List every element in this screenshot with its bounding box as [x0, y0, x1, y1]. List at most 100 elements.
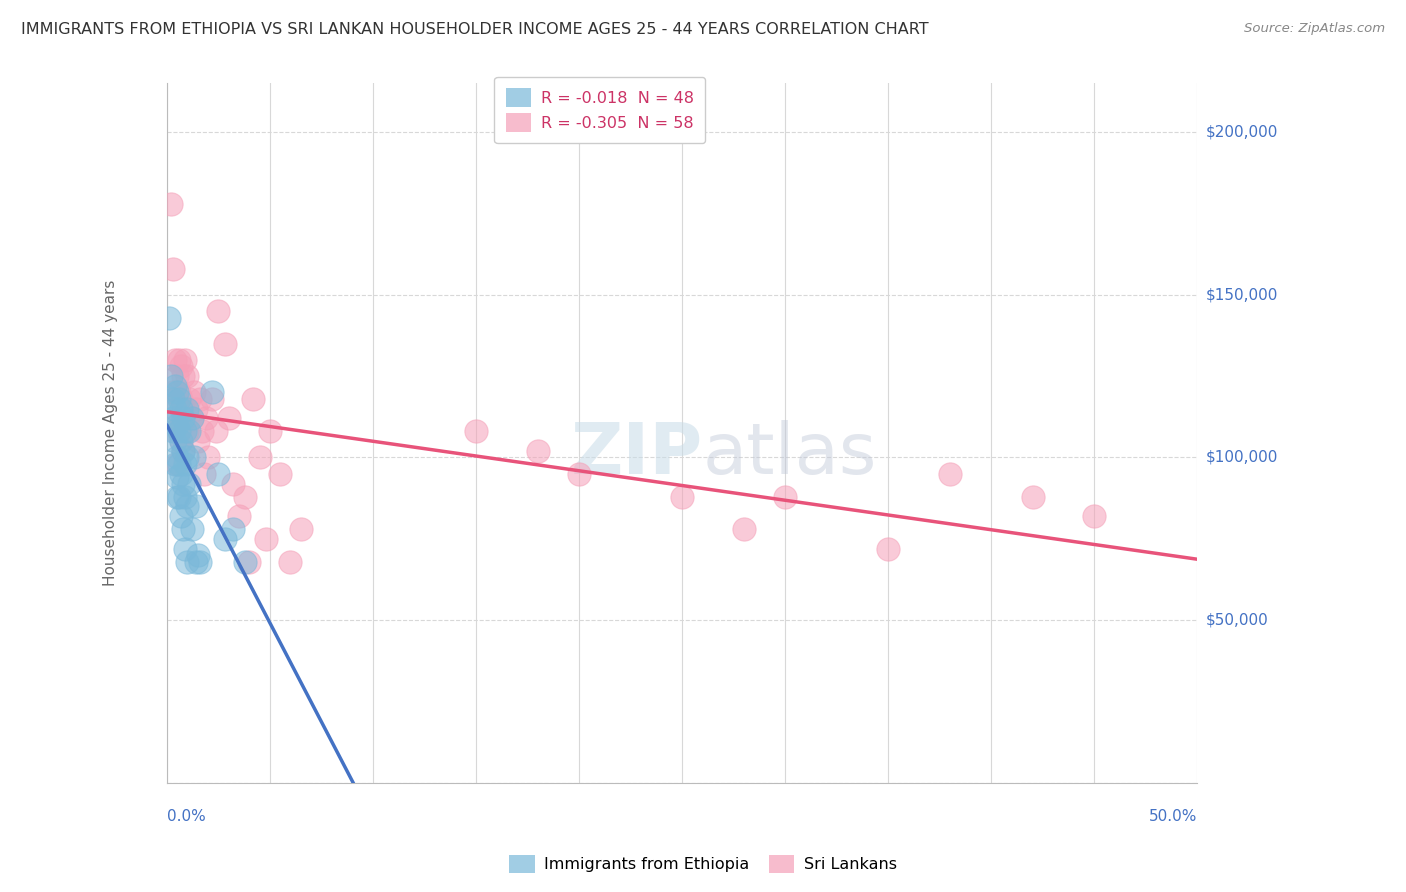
Point — [269, 467, 291, 481]
Point — [172, 522, 194, 536]
Point — [170, 509, 193, 524]
Point — [162, 392, 184, 406]
Point — [170, 434, 193, 449]
Point — [167, 490, 190, 504]
Point — [939, 467, 962, 481]
Point — [179, 476, 201, 491]
Point — [218, 411, 240, 425]
Point — [172, 401, 194, 416]
Point — [214, 532, 236, 546]
Text: 50.0%: 50.0% — [1149, 809, 1198, 824]
Point — [167, 425, 190, 439]
Point — [174, 490, 197, 504]
Point — [191, 425, 214, 439]
Point — [254, 532, 277, 546]
Point — [201, 385, 224, 400]
Point — [222, 522, 245, 536]
Point — [167, 385, 190, 400]
Point — [180, 411, 202, 425]
Point — [172, 476, 194, 491]
Point — [174, 352, 197, 367]
Point — [197, 450, 219, 465]
Point — [176, 450, 198, 465]
Point — [194, 411, 217, 425]
Point — [184, 500, 207, 514]
Point — [238, 555, 260, 569]
Point — [188, 392, 211, 406]
Point — [166, 457, 188, 471]
Point — [166, 470, 188, 484]
Point — [773, 490, 796, 504]
Point — [176, 500, 198, 514]
Point — [162, 411, 184, 425]
Point — [166, 369, 188, 384]
Point — [184, 401, 207, 416]
Point — [167, 425, 190, 439]
Point — [207, 467, 229, 481]
Point — [163, 434, 186, 449]
Point — [1021, 490, 1043, 504]
Point — [163, 392, 186, 406]
Point — [193, 467, 215, 481]
Point — [180, 522, 202, 536]
Point — [176, 401, 198, 416]
Point — [180, 411, 202, 425]
Point — [184, 555, 207, 569]
Point — [733, 522, 755, 536]
Legend: Immigrants from Ethiopia, Sri Lankans: Immigrants from Ethiopia, Sri Lankans — [503, 848, 903, 880]
Point — [166, 411, 188, 425]
Point — [170, 392, 193, 406]
Point — [160, 196, 183, 211]
Point — [671, 490, 693, 504]
Point — [166, 450, 188, 465]
Point — [172, 444, 194, 458]
Point — [242, 392, 264, 406]
Point — [249, 450, 271, 465]
Point — [166, 417, 188, 432]
Point — [170, 401, 193, 416]
Point — [174, 457, 197, 471]
Point — [183, 450, 205, 465]
Point — [163, 352, 186, 367]
Point — [174, 425, 197, 439]
Point — [214, 336, 236, 351]
Point — [465, 425, 488, 439]
Point — [187, 548, 209, 562]
Point — [172, 369, 194, 384]
Point — [174, 411, 197, 425]
Point — [157, 310, 180, 325]
Point — [1083, 509, 1105, 524]
Point — [166, 385, 188, 400]
Point — [205, 425, 228, 439]
Point — [228, 509, 250, 524]
Text: atlas: atlas — [703, 419, 877, 489]
Point — [259, 425, 281, 439]
Text: $150,000: $150,000 — [1206, 287, 1278, 302]
Point — [877, 541, 900, 556]
Point — [280, 555, 302, 569]
Point — [170, 359, 193, 374]
Point — [167, 392, 190, 406]
Text: $100,000: $100,000 — [1206, 450, 1278, 465]
Text: $200,000: $200,000 — [1206, 125, 1278, 139]
Text: ZIP: ZIP — [571, 419, 703, 489]
Point — [233, 490, 256, 504]
Point — [188, 555, 211, 569]
Point — [179, 425, 201, 439]
Point — [527, 444, 550, 458]
Point — [170, 434, 193, 449]
Point — [183, 385, 205, 400]
Point — [233, 555, 256, 569]
Text: 0.0%: 0.0% — [167, 809, 205, 824]
Point — [176, 555, 198, 569]
Point — [166, 490, 188, 504]
Point — [179, 392, 201, 406]
Point — [160, 369, 183, 384]
Point — [162, 425, 184, 439]
Point — [163, 457, 186, 471]
Point — [172, 411, 194, 425]
Point — [163, 425, 186, 439]
Point — [170, 467, 193, 481]
Text: Source: ZipAtlas.com: Source: ZipAtlas.com — [1244, 22, 1385, 36]
Point — [162, 261, 184, 276]
